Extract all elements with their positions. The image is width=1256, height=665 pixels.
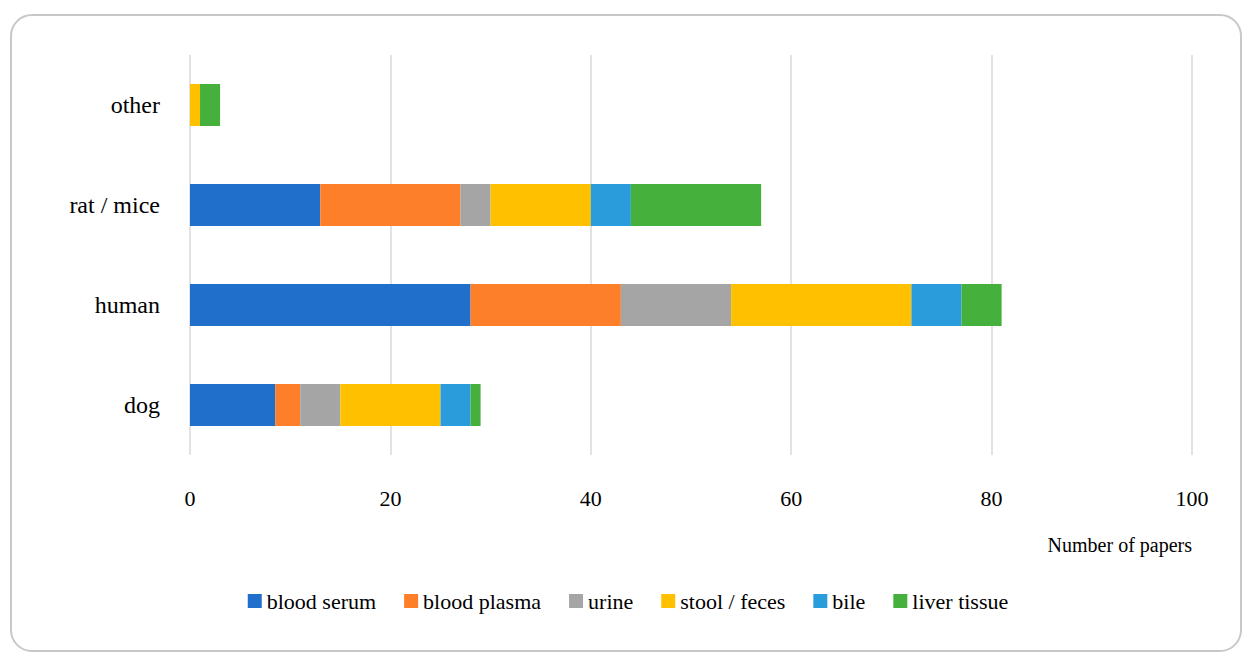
svg-text:60: 60: [780, 486, 802, 511]
svg-text:20: 20: [379, 486, 401, 511]
svg-text:bile: bile: [832, 589, 865, 614]
svg-text:other: other: [111, 92, 160, 118]
svg-text:stool / feces: stool / feces: [680, 589, 785, 614]
svg-text:blood serum: blood serum: [267, 589, 376, 614]
svg-text:dog: dog: [124, 392, 160, 418]
svg-text:40: 40: [580, 486, 602, 511]
svg-text:urine: urine: [588, 589, 633, 614]
svg-text:rat / mice: rat / mice: [69, 192, 160, 218]
svg-text:liver tissue: liver tissue: [912, 589, 1008, 614]
svg-text:Number of papers: Number of papers: [1048, 534, 1193, 557]
svg-text:80: 80: [981, 486, 1003, 511]
svg-text:100: 100: [1176, 486, 1209, 511]
svg-text:0: 0: [185, 486, 196, 511]
svg-text:human: human: [95, 292, 160, 318]
svg-text:blood plasma: blood plasma: [423, 589, 541, 614]
